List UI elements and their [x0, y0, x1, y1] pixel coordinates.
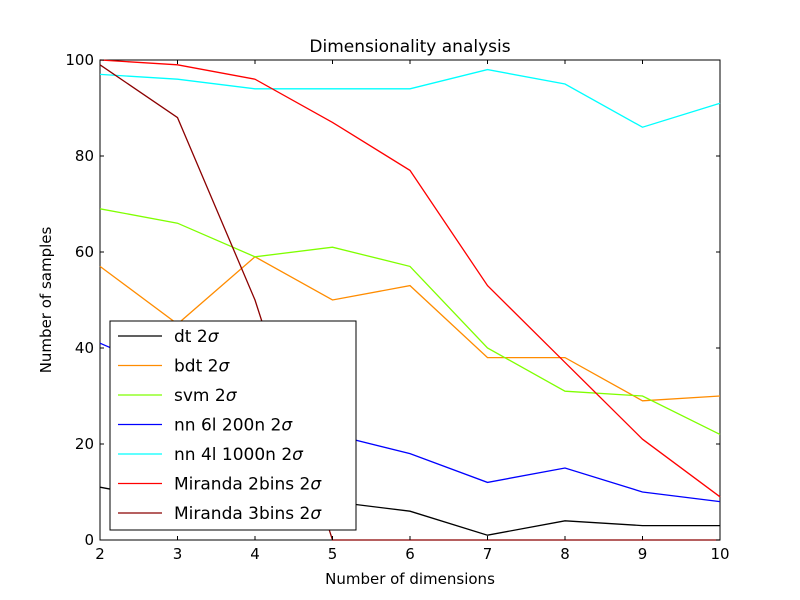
series-line-5	[99, 59, 721, 498]
series-line-4	[99, 68, 721, 128]
x-tick-label: 5	[328, 545, 338, 563]
legend-sigma: σ	[281, 416, 293, 436]
legend-sigma: σ	[292, 445, 304, 465]
legend-entry: nn 4l 1000n 2σ	[174, 445, 304, 465]
x-tick-label: 7	[483, 545, 493, 563]
legend-sigma: σ	[208, 327, 220, 347]
legend-entry: nn 6l 200n 2σ	[174, 416, 293, 436]
legend-label: Miranda 2bins 2	[174, 475, 310, 495]
legend-sigma: σ	[310, 475, 322, 495]
chart-title: Dimensionality analysis	[309, 37, 510, 57]
legend-sigma: σ	[310, 504, 322, 524]
legend-sigma: σ	[218, 357, 230, 377]
legend-label: nn 6l 200n 2	[174, 416, 281, 436]
legend-label: dt 2	[174, 327, 208, 347]
x-tick-label: 9	[638, 545, 648, 563]
y-axis-title: Number of samples	[37, 227, 55, 374]
y-tick-label: 20	[75, 435, 94, 453]
legend-sigma: σ	[226, 386, 238, 406]
legend-entry: svm 2σ	[174, 386, 238, 406]
y-tick-label: 80	[75, 147, 94, 165]
y-tick-label: 100	[65, 51, 94, 69]
y-tick-label: 0	[84, 531, 94, 549]
x-tick-label: 8	[560, 545, 570, 563]
legend-label: nn 4l 1000n 2	[174, 445, 292, 465]
legend-label: Miranda 3bins 2	[174, 504, 310, 524]
x-tick-label: 6	[405, 545, 415, 563]
legend-box	[109, 320, 357, 531]
y-tick-label: 40	[75, 339, 94, 357]
legend-entry: bdt 2σ	[174, 357, 230, 377]
series-line-2	[99, 208, 721, 435]
x-tick-label: 4	[250, 545, 260, 563]
x-axis-title: Number of dimensions	[325, 570, 495, 588]
x-tick-label: 10	[710, 545, 729, 563]
legend-entry: Miranda 3bins 2σ	[174, 504, 322, 524]
legend-entry: dt 2σ	[174, 327, 220, 347]
x-tick-label: 3	[173, 545, 183, 563]
legend-label: bdt 2	[174, 357, 218, 377]
legend-label: svm 2	[174, 386, 226, 406]
x-tick-label: 2	[95, 545, 105, 563]
legend-entry: Miranda 2bins 2σ	[174, 475, 322, 495]
y-tick-label: 60	[75, 243, 94, 261]
series-line-1	[99, 256, 721, 402]
